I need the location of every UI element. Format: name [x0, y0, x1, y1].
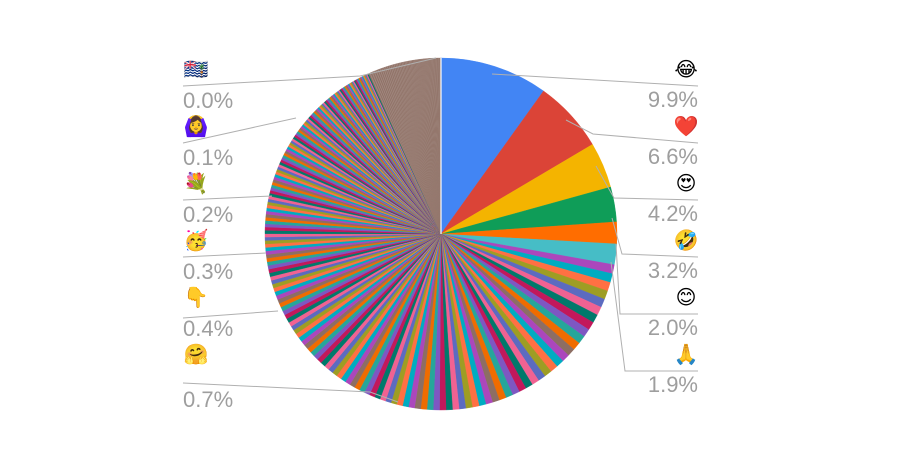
label-emoji-right-5: 🙏: [674, 342, 699, 366]
label-emoji-right-3: 🤣: [673, 228, 699, 253]
label-percent-left-0: 0.0%: [183, 88, 233, 113]
label-percent-right-4: 2.0%: [648, 315, 698, 340]
label-percent-right-2: 4.2%: [648, 201, 698, 226]
leader-line-right-5: [610, 261, 698, 372]
label-emoji-left-2: 💐: [184, 171, 209, 195]
leader-line-left-1: [182, 117, 297, 144]
slice-labels: 😂 9.9% ❤️ 6.6% 😍 4.2% 🤣 3.2% 😊 2.0% 🙏 1.…: [183, 57, 699, 412]
label-emoji-left-4: 👇: [184, 285, 209, 309]
label-emoji-left-0: 🇮🇴: [184, 57, 209, 81]
leader-line-left-0: [182, 57, 437, 87]
label-emoji-left-1: 🙆‍♀️: [184, 114, 209, 138]
label-emoji-right-1: ❤️: [674, 114, 699, 138]
leader-line-right-4: [615, 243, 698, 315]
label-percent-right-1: 6.6%: [648, 144, 698, 169]
label-emoji-right-0: 😂: [674, 57, 697, 81]
label-percent-right-0: 9.9%: [648, 87, 698, 112]
leader-line-right-1: [565, 119, 699, 144]
label-percent-right-5: 1.9%: [648, 372, 698, 397]
label-percent-left-4: 0.4%: [183, 316, 233, 341]
leader-line-left-4: [182, 310, 279, 319]
leader-line-left-2: [182, 195, 273, 201]
label-emoji-right-4: 😊: [676, 285, 697, 309]
label-percent-left-1: 0.1%: [183, 145, 233, 170]
label-percent-left-5: 0.7%: [183, 387, 233, 412]
leader-line-right-3: [611, 217, 699, 258]
label-emoji-left-5: 🤗: [184, 342, 209, 366]
label-percent-right-3: 3.2%: [648, 258, 698, 283]
label-percent-left-3: 0.3%: [183, 259, 233, 284]
leader-lines: [182, 57, 699, 403]
label-percent-left-2: 0.2%: [183, 202, 233, 227]
label-emoji-right-2: 😍: [676, 171, 697, 195]
pie-slices: [264, 57, 618, 411]
label-emoji-left-3: 🥳: [184, 228, 209, 252]
leader-line-left-3: [182, 252, 267, 258]
leader-line-right-0: [491, 73, 699, 87]
leader-line-left-5: [182, 382, 399, 403]
leader-line-right-2: [595, 165, 699, 201]
